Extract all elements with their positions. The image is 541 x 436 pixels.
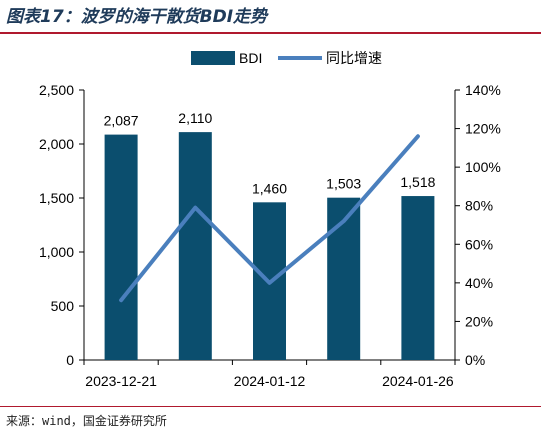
y2-tick-label: 80% xyxy=(465,198,493,214)
bar-bdi xyxy=(327,197,361,360)
y-tick-label: 1,500 xyxy=(39,190,74,206)
bar-bdi xyxy=(178,132,212,360)
bar-data-label: 2,087 xyxy=(104,113,139,129)
y-tick-label: 500 xyxy=(51,298,75,314)
y-tick-label: 0 xyxy=(66,352,74,368)
bar-data-label: 1,518 xyxy=(400,174,435,190)
y-tick-label: 2,000 xyxy=(39,136,74,152)
bar-data-label: 1,460 xyxy=(252,180,287,196)
legend-label-yoy: 同比增速 xyxy=(326,50,382,66)
line-yoy-growth xyxy=(119,134,420,303)
title-rule xyxy=(0,32,541,34)
x-tick-label: 2024-01-12 xyxy=(234,373,306,389)
x-tick-label: 2023-12-21 xyxy=(85,373,157,389)
bar-data-label: 2,110 xyxy=(178,110,212,126)
y2-tick-label: 40% xyxy=(465,275,493,291)
figure-title: 图表17：波罗的海干散货BDI走势 xyxy=(6,7,268,27)
x-tick-label: 2024-01-26 xyxy=(382,373,454,389)
y-tick-label: 1,000 xyxy=(39,244,74,260)
y2-tick-label: 140% xyxy=(465,82,501,98)
bar-bdi xyxy=(401,196,435,360)
source-rule xyxy=(0,406,541,407)
y2-tick-label: 60% xyxy=(465,236,493,252)
legend-label-bdi: BDI xyxy=(239,50,262,66)
bar-bdi xyxy=(104,134,138,360)
y2-tick-label: 20% xyxy=(465,313,493,329)
y2-tick-label: 0% xyxy=(465,352,485,368)
y2-tick-label: 100% xyxy=(465,159,501,175)
y2-tick-label: 120% xyxy=(465,121,501,137)
bar-data-label: 1,503 xyxy=(326,176,361,192)
legend-swatch-bdi xyxy=(191,51,235,65)
source-note: 来源：wind，国金证券研究所 xyxy=(6,414,167,428)
y-tick-label: 2,500 xyxy=(39,82,74,98)
